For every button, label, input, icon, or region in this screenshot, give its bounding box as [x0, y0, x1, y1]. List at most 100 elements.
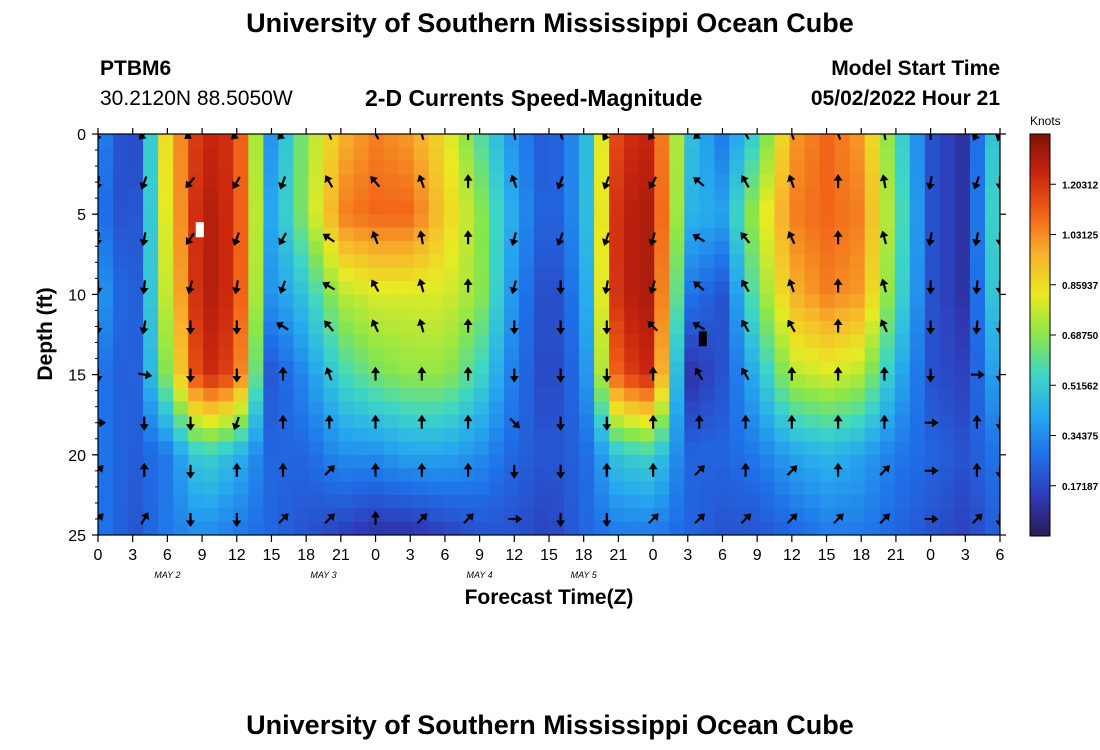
heatmap-cell: [323, 494, 340, 509]
heatmap-cell: [533, 187, 550, 202]
heatmap-cell: [744, 428, 761, 443]
heatmap-cell: [173, 494, 189, 509]
heatmap-cell: [804, 454, 821, 469]
heatmap-cell: [218, 134, 234, 148]
heatmap-cell: [203, 160, 219, 175]
heatmap-cell: [939, 240, 956, 255]
heatmap-cell: [113, 387, 129, 402]
heatmap-cell: [188, 240, 204, 255]
heatmap-cell: [909, 147, 926, 162]
heatmap-cell: [669, 334, 685, 349]
current-vector-arrow: [98, 465, 104, 476]
heatmap-cell: [488, 281, 505, 295]
heatmap-cell: [173, 307, 189, 322]
heatmap-cell: [939, 147, 956, 162]
heatmap-cell: [579, 521, 595, 535]
heatmap-cell: [564, 494, 580, 509]
heatmap-cell: [338, 361, 355, 376]
heatmap-cell: [594, 494, 610, 509]
current-vector-arrow: [231, 134, 242, 140]
heatmap-cell: [774, 374, 791, 389]
heatmap-cell: [278, 240, 295, 255]
heatmap-cell: [158, 254, 174, 269]
heatmap-cell: [443, 401, 460, 416]
heatmap-cell: [308, 347, 325, 362]
heatmap-cell: [744, 387, 761, 402]
heatmap-cell: [954, 361, 971, 376]
y-tick-label: 5: [77, 207, 86, 224]
heatmap-cell: [744, 494, 761, 509]
heatmap-cell: [804, 334, 821, 349]
heatmap-cell: [113, 227, 129, 242]
heatmap-cell: [158, 267, 174, 282]
heatmap-cell: [624, 494, 640, 509]
heatmap-cell: [699, 454, 715, 469]
heatmap-cell: [879, 414, 896, 429]
heatmap-cell: [729, 414, 746, 429]
heatmap-cell: [654, 214, 670, 229]
heatmap-cell: [564, 267, 580, 282]
heatmap-cell: [954, 200, 971, 215]
heatmap-cell: [323, 240, 340, 255]
heatmap-cell: [654, 307, 670, 322]
heatmap-cell: [729, 334, 746, 349]
heatmap-cell: [579, 468, 595, 483]
heatmap-cell: [774, 294, 791, 309]
current-vector-arrow: [232, 320, 242, 335]
heatmap-cell: [473, 454, 490, 469]
heatmap-cell: [308, 374, 325, 389]
current-vector-arrow: [556, 416, 566, 431]
heatmap-cell: [308, 160, 325, 175]
heatmap-cell: [759, 481, 776, 496]
current-vector-arrow: [463, 462, 473, 477]
heatmap-cell: [383, 508, 400, 523]
heatmap-cell: [308, 361, 325, 376]
heatmap-cell: [924, 147, 941, 162]
heatmap-cell: [624, 294, 640, 309]
heatmap-cell: [954, 214, 971, 229]
heatmap-cell: [158, 414, 174, 429]
heatmap-cell: [834, 428, 851, 443]
heatmap-cell: [654, 160, 670, 175]
heatmap-cell: [924, 294, 941, 309]
current-vector-arrow: [186, 513, 195, 527]
heatmap-cell: [518, 147, 535, 162]
heatmap-cell: [503, 240, 520, 255]
current-vector-arrow: [417, 278, 426, 293]
heatmap-cell: [518, 321, 535, 336]
heatmap-cell: [383, 468, 400, 483]
heatmap-cell: [729, 401, 746, 416]
heatmap-cell: [954, 267, 971, 282]
heatmap-cell: [969, 187, 986, 202]
heatmap-cell: [203, 347, 219, 362]
heatmap-cell: [564, 334, 580, 349]
current-vector-arrow: [98, 320, 103, 335]
heatmap-cell: [398, 187, 415, 202]
heatmap-cell: [383, 334, 400, 349]
heatmap-cell: [263, 401, 279, 416]
heatmap-cell: [113, 508, 129, 523]
heatmap-cell: [744, 240, 761, 255]
heatmap-cell: [428, 281, 445, 295]
heatmap-cell: [458, 401, 475, 416]
heatmap-cell: [954, 414, 971, 429]
heatmap-cell: [579, 387, 595, 402]
date-label: MAY 4: [467, 570, 493, 580]
heatmap-cell: [939, 174, 956, 189]
heatmap-cell: [564, 361, 580, 376]
heatmap-cell: [488, 321, 505, 336]
heatmap-cell: [293, 468, 310, 483]
heatmap-cell: [894, 374, 911, 389]
heatmap-cell: [263, 174, 279, 189]
heatmap-cell: [443, 441, 460, 456]
heatmap-cell: [188, 428, 204, 443]
heatmap-cell: [579, 187, 595, 202]
heatmap-cell: [173, 441, 189, 456]
heatmap-cell: [143, 387, 159, 402]
heatmap-cell: [804, 414, 821, 429]
heatmap-cell: [819, 521, 836, 535]
heatmap-cell: [939, 387, 956, 402]
heatmap-cell: [218, 468, 234, 483]
current-vector-arrow: [879, 278, 889, 293]
heatmap-cell: [819, 454, 836, 469]
